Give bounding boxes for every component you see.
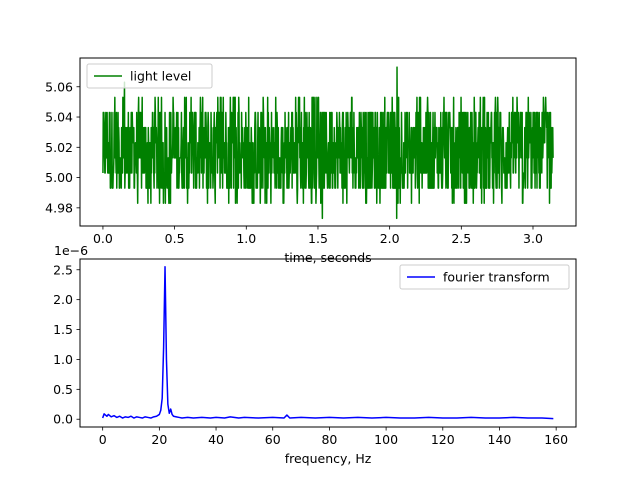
x-tick-label: 1.0 [236,231,256,246]
light-level-ticks: 0.0 0.5 1.0 1.5 2.0 2.5 3.0 4.98 5.00 5.02 5.04 5.0… [45,79,543,246]
series-line-fourier-transform [101,266,554,420]
fourier-y-offset-text: 1e−6 [54,243,88,258]
light-level-frame [79,57,577,227]
x-tick-label: 1.5 [308,231,328,246]
x-tick-label: 20 [151,432,167,447]
y-tick-label: 0.0 [53,412,73,427]
light-level-x-axis-label: time, seconds [284,250,371,265]
y-tick-label: 5.06 [45,79,73,94]
y-tick-label: 5.02 [45,140,73,155]
fourier-x-axis-label: frequency, Hz [285,451,372,466]
fourier-legend: fourier transform [399,264,570,290]
y-tick-label: 1.0 [53,352,73,367]
x-tick-label: 80 [321,432,337,447]
x-tick-label: 140 [488,432,512,447]
light-level-axes: 0.0 0.5 1.0 1.5 2.0 2.5 3.0 4.98 5.00 5.02 5.04 5.0… [45,57,577,265]
x-tick-label: 0 [99,432,107,447]
fourier-axes: 0 20 40 60 80 100 120 140 1600.00.51.01.52.02.5 … [53,243,577,466]
x-tick-label: 60 [265,432,281,447]
x-tick-label: 40 [208,432,224,447]
x-tick-label: 2.5 [451,231,471,246]
series-line-light-level [102,66,554,220]
fourier-frame [79,258,577,428]
x-tick-label: 100 [374,432,398,447]
light-level-legend: light level [86,63,213,89]
x-tick-label: 2.0 [380,231,400,246]
y-tick-label: 2.5 [53,262,73,277]
x-tick-label: 0.5 [165,231,185,246]
legend-box [399,264,570,290]
fourier-plot-area [101,266,554,420]
y-tick-label: 1.5 [53,322,73,337]
legend-entry-fourier-transform: fourier transform [443,270,550,285]
legend-box [86,63,213,89]
fourier-ticks: 0 20 40 60 80 100 120 140 160 0.0 0.5 1.0 1.5 2.0 2.5 [53,262,568,447]
x-tick-label: 160 [544,432,568,447]
y-tick-label: 4.98 [45,200,73,215]
legend-entry-light-level: light level [130,69,191,84]
x-tick-label: 0.0 [93,231,113,246]
y-tick-label: 2.0 [53,292,73,307]
light-level-plot-area [102,66,554,220]
x-tick-label: 3.0 [523,231,543,246]
y-tick-label: 0.5 [53,382,73,397]
y-tick-label: 5.04 [45,110,73,125]
y-tick-label: 5.00 [45,170,73,185]
x-tick-label: 120 [431,432,455,447]
